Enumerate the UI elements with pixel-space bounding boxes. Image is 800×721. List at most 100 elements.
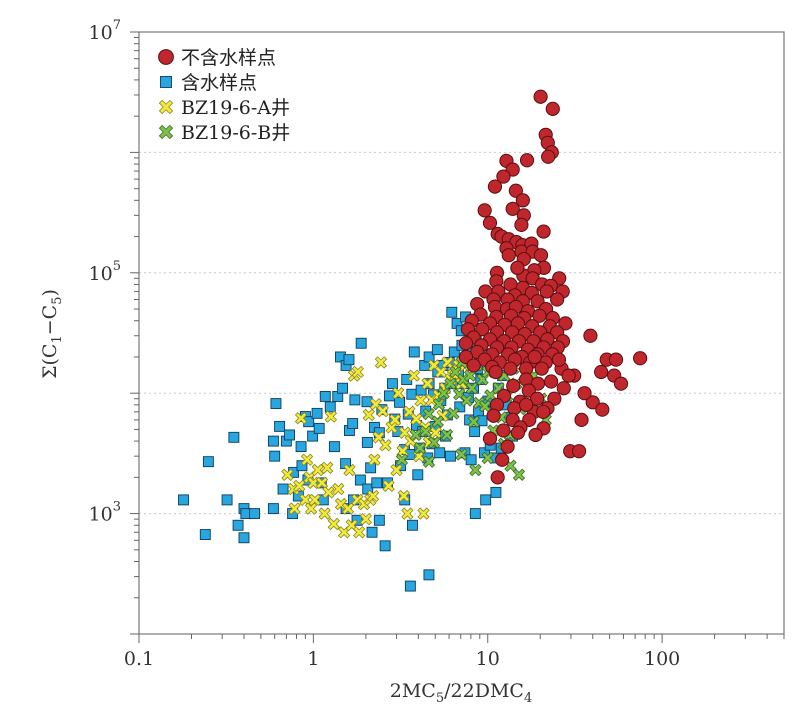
blue-square-point: [408, 346, 420, 358]
legend-label-3: BZ19-6-A井: [181, 97, 290, 119]
green-cross-point: [460, 394, 473, 407]
red-circle-point: [551, 352, 567, 367]
blue-square-point: [228, 431, 240, 443]
legend-label-2: 含水样点: [181, 72, 257, 94]
red-circle-point: [496, 423, 511, 438]
red-circle-point: [482, 431, 498, 446]
yellow-cross-point: [417, 507, 430, 520]
red-circle-point: [608, 352, 624, 367]
x-axis: 0.1 1 10 100: [124, 634, 785, 670]
yellow-cross-point: [307, 476, 320, 490]
red-circle-point: [519, 153, 535, 168]
red-circle-point: [466, 358, 481, 373]
y-tick-label: 107: [89, 18, 121, 44]
blue-square-point: [328, 441, 340, 453]
x-tick-label: 100: [644, 648, 680, 670]
blue-square-point: [469, 508, 481, 520]
blue-square-point: [274, 420, 286, 432]
blue-square-point: [434, 447, 446, 459]
blue-square-point: [221, 494, 233, 506]
blue-square-point: [446, 306, 458, 318]
blue-square-point: [284, 429, 295, 441]
yellow-cross-point: [327, 517, 340, 531]
blue-square-point: [444, 450, 456, 462]
red-circle-point: [613, 376, 629, 391]
yellow-cross-point: [388, 413, 402, 427]
x-axis-title: 2MC5/22DMC4: [390, 680, 532, 706]
red-circle-point: [510, 260, 525, 275]
green-cross-point: [444, 377, 457, 390]
red-circle-point: [577, 386, 592, 401]
blue-square-point: [343, 354, 355, 366]
red-circle-point: [536, 224, 551, 239]
red-circle-point: [506, 378, 521, 393]
blue-square-point: [355, 337, 367, 349]
green-cross-point: [447, 407, 460, 420]
blue-square-point: [296, 460, 308, 472]
x-tick-label: 10: [476, 648, 500, 670]
green-cross-point: [422, 407, 435, 421]
green-cross-point: [440, 428, 454, 442]
yellow-cross-point: [368, 453, 381, 466]
red-circle-point: [482, 215, 498, 230]
blue-square-point: [349, 394, 361, 406]
blue-square-point: [270, 398, 282, 410]
blue-square-point: [379, 540, 391, 552]
data-points: [178, 89, 648, 592]
green-cross-point: [395, 453, 409, 466]
blue-square-point: [373, 514, 385, 526]
blue-square-point: [269, 450, 281, 462]
yellow-cross-point: [376, 404, 389, 418]
red-circle-point: [510, 425, 526, 440]
red-circle-point: [488, 364, 503, 380]
blue-square-point: [361, 436, 373, 448]
red-circle-point: [574, 412, 589, 428]
green-cross-point: [431, 415, 444, 428]
red-circle-point: [527, 349, 542, 365]
red-circle-point: [550, 292, 565, 307]
yellow-cross-point: [351, 365, 365, 379]
red-circle-point: [515, 193, 530, 208]
red-circle-point: [475, 322, 490, 337]
blue-square-point: [454, 401, 466, 413]
red-circle-point: [545, 101, 560, 116]
red-circle-point: [500, 439, 515, 454]
red-circle-point: [519, 397, 534, 412]
blue-square-point: [386, 378, 398, 390]
green-cross-point: [455, 448, 468, 461]
blue-square-point: [337, 382, 348, 394]
plot-frame: [138, 31, 785, 635]
blue-square-point: [423, 569, 435, 581]
yellow-cross-point: [308, 493, 322, 507]
green-cross-point: [481, 451, 494, 465]
yellow-cross-point: [397, 489, 410, 503]
legend-marker-2: [160, 76, 172, 88]
yellow-cross-point: [300, 453, 314, 466]
yellow-cross-point: [293, 479, 306, 493]
red-circle-point: [633, 351, 648, 366]
red-circle-point: [501, 248, 516, 263]
red-circle-point: [528, 427, 543, 443]
red-circle-point: [541, 149, 556, 164]
yellow-cross-point: [401, 507, 414, 520]
blue-square-point: [319, 390, 331, 402]
yellow-cross-point: [318, 507, 331, 520]
legend-label-4: BZ19-6-B井: [181, 122, 290, 144]
yellow-cross-point: [324, 410, 338, 423]
red-circle-point: [503, 361, 518, 376]
blue-square-point: [267, 435, 279, 447]
red-circle-point: [533, 89, 548, 104]
blue-square-point: [313, 422, 325, 434]
blue-square-point: [415, 384, 427, 396]
yellow-cross-point: [421, 377, 434, 390]
y-tick-label: 103: [89, 500, 121, 526]
blue-square-point: [324, 401, 336, 413]
yellow-cross-point: [321, 461, 334, 474]
yellow-cross-point: [410, 412, 423, 426]
red-circle-point: [595, 402, 610, 417]
blue-square-point: [394, 396, 405, 408]
legend-marker-4: [158, 124, 174, 140]
blue-square-point: [448, 346, 460, 358]
yellow-cross-point: [366, 489, 380, 503]
